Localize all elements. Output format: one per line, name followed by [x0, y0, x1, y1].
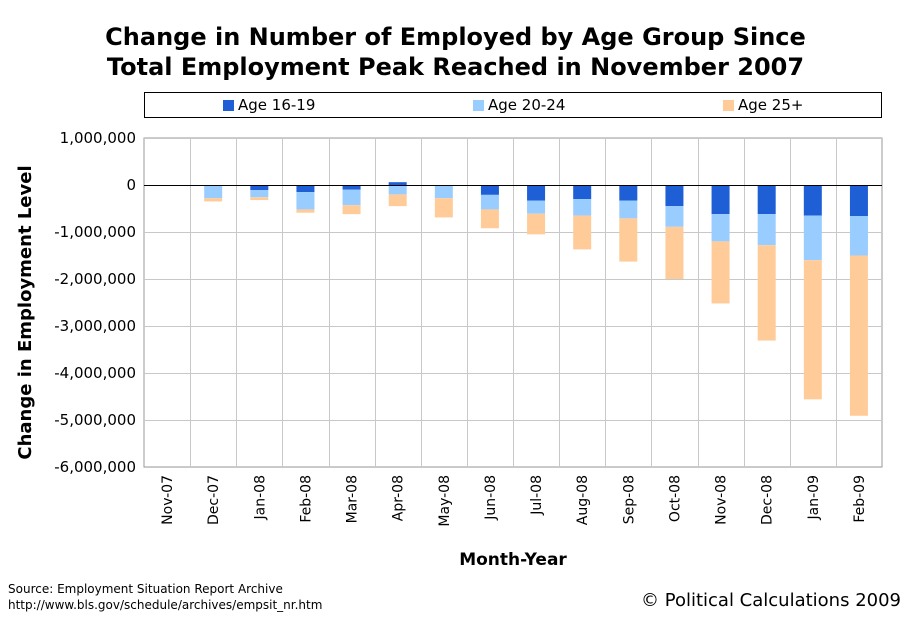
bar-segment-age-20-24-mar-08	[342, 189, 361, 206]
bar-segment-age-25--dec-08	[757, 245, 776, 341]
bar-segment-age-25--nov-08	[711, 241, 730, 304]
bar-segment-age-25--sep-08	[619, 218, 638, 262]
bar-segment-age-16-19-sep-08	[619, 185, 638, 201]
bar-segment-age-16-19-aug-08	[573, 185, 592, 200]
y-tick-label: -2,000,000	[54, 270, 136, 288]
x-tick-label: Feb-09	[852, 475, 868, 523]
bar-segment-age-25--feb-09	[849, 255, 868, 416]
legend-label-age-20-24: Age 20-24	[488, 96, 566, 114]
bar-segment-age-16-19-nov-08	[711, 185, 730, 215]
bar-segment-age-20-24-dec-08	[757, 214, 776, 246]
bar-segment-age-25--jan-08	[250, 197, 269, 201]
x-tick-label: Feb-08	[298, 475, 314, 523]
bar-segment-age-25--dec-07	[204, 198, 223, 202]
bar-segment-age-16-19-jul-08	[527, 185, 546, 201]
legend-swatch-age-16-19	[223, 99, 234, 111]
bar-segment-age-16-19-jun-08	[480, 185, 499, 195]
bar-segment-age-20-24-jan-08	[250, 190, 269, 198]
bar-segment-age-25--jan-09	[803, 260, 822, 400]
source-line-1: Source: Employment Situation Report Arch…	[8, 582, 283, 596]
bar-segment-age-25--aug-08	[573, 215, 592, 250]
bar-segment-age-25--jun-08	[480, 209, 499, 229]
y-tick-label: 0	[126, 176, 136, 194]
bar-segment-age-25--mar-08	[342, 205, 361, 215]
legend-swatch-age-25-plus	[723, 99, 734, 111]
source-line-2: http://www.bls.gov/schedule/archives/emp…	[8, 598, 323, 612]
x-axis-title: Month-Year	[459, 550, 567, 570]
x-tick-label: Jun-08	[483, 475, 499, 521]
chart-title-line2: Total Employment Peak Reached in Novembe…	[106, 53, 805, 81]
bar-segment-age-20-24-sep-08	[619, 200, 638, 219]
bar-segment-age-20-24-jun-08	[480, 194, 499, 210]
bar-segment-age-20-24-feb-09	[849, 216, 868, 256]
legend-swatch-age-20-24	[473, 99, 484, 111]
x-tick-label: Sep-08	[621, 475, 637, 524]
y-tick-label: -4,000,000	[54, 364, 136, 382]
legend-item-age-25-plus: Age 25+	[723, 96, 803, 114]
bar-segment-age-25--feb-08	[296, 209, 315, 213]
bar-segment-age-16-19-feb-08	[296, 185, 315, 193]
bar-segment-age-20-24-aug-08	[573, 199, 592, 216]
bar-segment-age-25--apr-08	[388, 194, 407, 207]
y-tick-label: -5,000,000	[54, 411, 136, 429]
x-tick-label: Nov-08	[714, 475, 730, 525]
y-tick-label: -6,000,000	[54, 458, 136, 476]
bar-segment-age-20-24-oct-08	[665, 206, 684, 227]
x-tick-label: Apr-08	[391, 475, 407, 521]
bar-segment-age-25--jul-08	[527, 213, 546, 235]
bar-segment-age-20-24-feb-08	[296, 192, 315, 210]
x-tick-label: Dec-07	[206, 475, 222, 525]
legend-item-age-20-24: Age 20-24	[473, 96, 565, 114]
chart-title-line1: Change in Number of Employed by Age Grou…	[105, 23, 806, 51]
bar-segment-age-25--oct-08	[665, 226, 684, 279]
bar-segment-age-16-19-mar-08	[342, 185, 361, 190]
bar-segment-age-16-19-apr-08	[388, 182, 407, 185]
bar-segment-age-16-19-jan-08	[250, 185, 269, 191]
x-tick-label: Jan-08	[252, 475, 268, 520]
legend-label-age-16-19: Age 16-19	[238, 96, 316, 114]
x-tick-label: Aug-08	[575, 475, 591, 525]
bar-segment-age-20-24-apr-08	[388, 185, 407, 195]
legend-item-age-16-19: Age 16-19	[223, 96, 315, 114]
bar-segment-age-20-24-jul-08	[527, 200, 546, 214]
bar-segment-age-25--may-08	[434, 198, 453, 218]
bar-segment-age-20-24-dec-07	[204, 185, 223, 199]
y-tick-label: 1,000,000	[60, 129, 136, 147]
y-axis-title: Change in Employment Level	[15, 165, 36, 459]
x-tick-label: May-08	[437, 475, 453, 527]
bar-segment-age-20-24-jan-09	[803, 215, 822, 261]
copyright-note: © Political Calculations 2009	[641, 590, 901, 611]
bar-segment-age-20-24-may-08	[434, 185, 453, 199]
y-tick-label: -1,000,000	[54, 223, 136, 241]
bar-segment-age-16-19-feb-09	[849, 185, 868, 217]
x-tick-label: Oct-08	[667, 475, 683, 522]
x-tick-label: Dec-08	[760, 475, 776, 525]
x-tick-label: Nov-07	[160, 475, 176, 525]
x-tick-label: Mar-08	[345, 475, 361, 523]
chart-legend: Age 16-19 Age 20-24 Age 25+	[144, 92, 882, 118]
x-tick-label: Jul-08	[529, 475, 545, 516]
x-tick-label: Jan-09	[806, 475, 822, 520]
bar-segment-age-20-24-nov-08	[711, 214, 730, 242]
y-tick-label: -3,000,000	[54, 317, 136, 335]
bar-segment-age-16-19-dec-08	[757, 185, 776, 215]
bar-segment-age-16-19-jan-09	[803, 185, 822, 216]
chart-title: Change in Number of Employed by Age Grou…	[0, 22, 911, 82]
bar-segment-age-16-19-oct-08	[665, 185, 684, 207]
legend-label-age-25-plus: Age 25+	[738, 96, 804, 114]
source-note: Source: Employment Situation Report Arch…	[8, 581, 322, 613]
